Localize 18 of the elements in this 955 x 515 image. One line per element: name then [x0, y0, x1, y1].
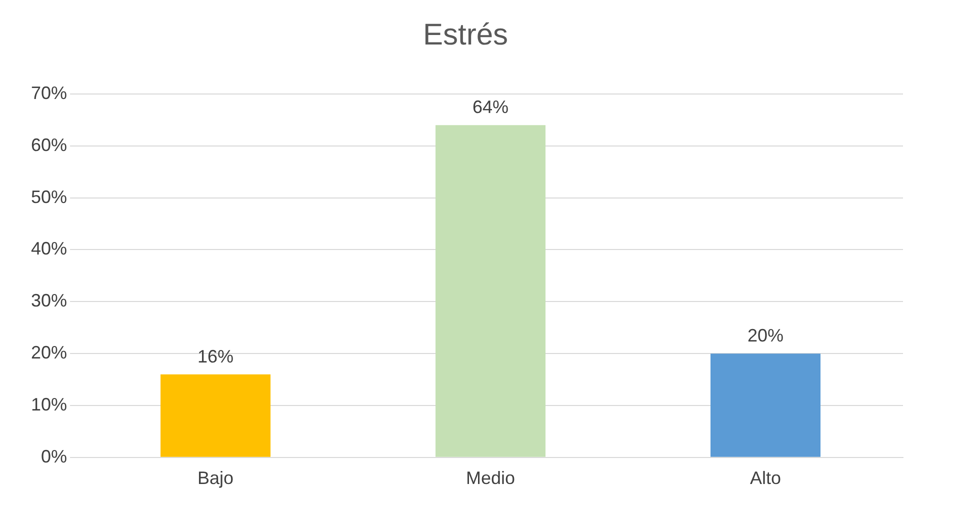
y-tick-label: 20% — [30, 342, 68, 363]
x-tick-label: Medio — [466, 468, 516, 488]
y-tick-label: 60% — [30, 134, 68, 155]
y-tick-label: 50% — [30, 186, 68, 207]
x-tick-label: Bajo — [198, 468, 234, 488]
y-tick-label: 40% — [30, 238, 68, 259]
data-label: 16% — [198, 346, 234, 366]
bar — [710, 354, 821, 457]
bar — [436, 125, 546, 457]
y-tick-label: 10% — [30, 394, 68, 414]
chart-title: Estrés — [422, 18, 508, 52]
x-tick-label: Alto — [750, 468, 782, 488]
y-tick-label: 30% — [30, 290, 68, 311]
data-label: 64% — [472, 97, 509, 118]
data-label: 20% — [747, 326, 784, 346]
y-tick-label: 70% — [30, 82, 68, 103]
y-tick-label: 0% — [41, 446, 68, 466]
bar — [160, 374, 271, 457]
